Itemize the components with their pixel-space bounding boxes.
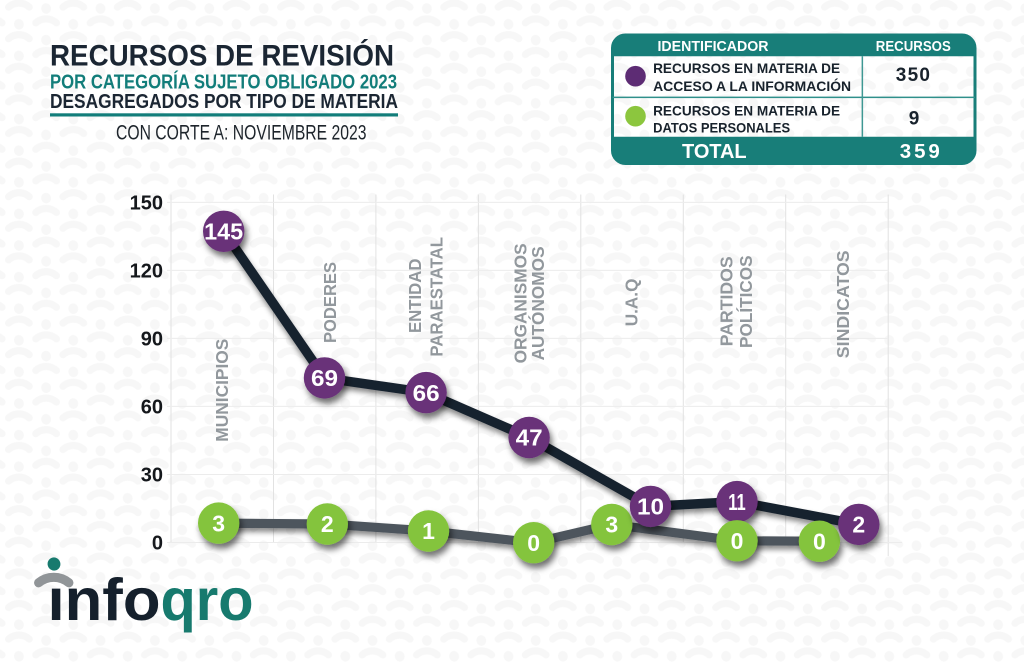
svg-text:3: 3 [212, 510, 225, 536]
svg-text:SINDICATOS: SINDICATOS [833, 250, 853, 358]
svg-text:PODERES: PODERES [320, 262, 340, 343]
svg-text:POLÍTICOS: POLÍTICOS [735, 255, 756, 348]
svg-text:RECURSOS EN MATERIA DE: RECURSOS EN MATERIA DE [653, 103, 840, 119]
svg-text:AUTÓNOMOS: AUTÓNOMOS [527, 246, 548, 360]
svg-text:RECURSOS: RECURSOS [876, 39, 951, 55]
svg-text:11: 11 [728, 489, 746, 515]
svg-text:IDENTIFICADOR: IDENTIFICADOR [658, 39, 770, 55]
svg-text:145: 145 [204, 219, 243, 245]
svg-text:2: 2 [321, 511, 334, 537]
svg-text:PARAESTATAL: PARAESTATAL [427, 237, 447, 357]
svg-text:3: 3 [605, 512, 618, 538]
svg-text:0: 0 [527, 530, 540, 556]
svg-text:30: 30 [141, 465, 163, 487]
svg-text:90: 90 [141, 328, 163, 350]
svg-text:1: 1 [422, 518, 435, 544]
svg-text:ENTIDAD: ENTIDAD [405, 259, 425, 334]
svg-text:150: 150 [130, 192, 163, 214]
svg-text:DATOS PERSONALES: DATOS PERSONALES [653, 120, 790, 136]
svg-text:U.A.Q: U.A.Q [622, 279, 642, 327]
svg-text:9: 9 [909, 109, 920, 130]
svg-text:ORGANISMOS: ORGANISMOS [511, 243, 531, 363]
svg-text:359: 359 [900, 140, 940, 163]
svg-text:0: 0 [731, 528, 744, 554]
svg-text:69: 69 [311, 365, 338, 391]
svg-text:ACCESO A LA INFORMACIÓN: ACCESO A LA INFORMACIÓN [653, 77, 851, 94]
svg-text:47: 47 [516, 425, 543, 451]
svg-text:DESAGREGADOS POR TIPO DE MATER: DESAGREGADOS POR TIPO DE MATERIA [50, 91, 398, 113]
svg-text:10: 10 [637, 494, 664, 520]
svg-text:ınfo: ınfo [48, 567, 161, 633]
svg-text:PARTIDOS: PARTIDOS [717, 256, 737, 346]
svg-text:MUNICIPIOS: MUNICIPIOS [212, 339, 232, 442]
svg-text:60: 60 [141, 396, 163, 418]
svg-text:120: 120 [130, 260, 163, 282]
svg-text:350: 350 [896, 65, 930, 86]
svg-text:RECURSOS EN MATERIA DE: RECURSOS EN MATERIA DE [653, 60, 840, 76]
svg-text:RECURSOS DE REVISIÓN: RECURSOS DE REVISIÓN [50, 39, 394, 73]
svg-text:qro: qro [161, 567, 254, 633]
svg-text:2: 2 [852, 512, 865, 538]
svg-text:66: 66 [413, 380, 440, 406]
svg-text:TOTAL: TOTAL [682, 141, 747, 163]
svg-text:CON CORTE A: NOVIEMBRE 2023: CON CORTE A: NOVIEMBRE 2023 [116, 122, 367, 145]
svg-text:0: 0 [152, 533, 163, 555]
svg-text:0: 0 [813, 528, 826, 554]
svg-text:POR CATEGORÍA SUJETO OBLIGADO: POR CATEGORÍA SUJETO OBLIGADO 2023 [50, 70, 397, 93]
